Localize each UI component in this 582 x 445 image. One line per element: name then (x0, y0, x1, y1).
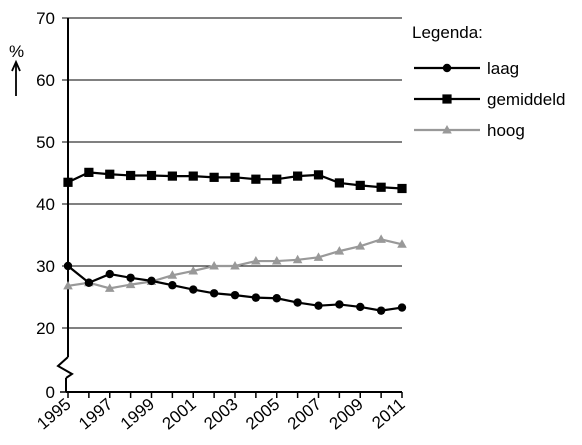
point-gemiddeld-2008 (334, 178, 344, 188)
point-hoog-2005 (271, 256, 282, 265)
point-hoog-2010 (376, 234, 386, 243)
point-laag-1999 (147, 276, 156, 286)
point-laag-2002 (209, 289, 219, 298)
x-tick-label-2009: 2009 (326, 395, 367, 434)
point-laag-2004 (251, 293, 261, 302)
point-gemiddeld-1995 (63, 177, 73, 187)
point-hoog-2007 (313, 252, 324, 261)
point-laag-2006 (293, 298, 302, 307)
point-laag-1998 (126, 273, 135, 282)
point-hoog-1998 (125, 279, 136, 289)
y-tick-label-20: 20 (36, 319, 55, 338)
point-hoog-2006 (292, 254, 303, 264)
legend-title: Legenda: (412, 23, 483, 42)
point-hoog-2001 (188, 265, 199, 275)
x-ticks (67, 392, 403, 398)
point-gemiddeld-2003 (230, 172, 240, 182)
point-hoog-2008 (334, 246, 345, 255)
point-laag-1997 (105, 269, 114, 279)
x-tick-label-2001: 2001 (159, 395, 200, 434)
y-tick-label-30: 30 (36, 257, 55, 276)
y-axis (56, 18, 74, 392)
x-tick-label-2011: 2011 (368, 395, 408, 433)
series-laag (63, 261, 407, 315)
point-laag-2010 (376, 306, 386, 315)
legend-item-hoog: hoog (414, 121, 525, 140)
x-tick-label-1995: 1995 (33, 395, 74, 434)
point-hoog-2002 (209, 261, 219, 270)
x-tick-labels: 1995 1997 1999 2001 2003 2005 2007 2009 2011 (33, 395, 408, 434)
point-laag-2011 (397, 303, 407, 312)
legend-item-laag: laag (414, 59, 519, 78)
y-axis-label: % (9, 42, 24, 61)
series-gemiddeld (63, 167, 407, 194)
point-gemiddeld-2004 (251, 174, 261, 184)
point-hoog-2000 (167, 270, 178, 279)
point-hoog-2011 (397, 239, 407, 248)
point-laag-2003 (230, 290, 240, 300)
point-laag-2005 (272, 294, 281, 303)
y-axis-arrow-head (11, 59, 21, 72)
x-tick-label-1997: 1997 (75, 395, 116, 434)
point-gemiddeld-1997 (105, 169, 115, 179)
point-gemiddeld-2002 (209, 172, 219, 182)
point-laag-2000 (168, 281, 177, 290)
point-gemiddeld-1996 (84, 167, 94, 177)
y-tick-label-60: 60 (36, 71, 55, 90)
x-tick-label-2003: 2003 (200, 395, 241, 434)
point-gemiddeld-2005 (272, 174, 282, 184)
point-laag-1996 (84, 278, 94, 287)
legend-items: laag gemiddeld hoog (414, 59, 565, 140)
point-gemiddeld-2000 (167, 171, 177, 181)
y-tick-label-50: 50 (36, 133, 55, 152)
point-laag-2007 (314, 301, 323, 310)
point-hoog-2009 (355, 241, 366, 250)
y-tick-label-0: 0 (46, 383, 55, 402)
legend-item-gemiddeld: gemiddeld (414, 90, 565, 109)
point-gemiddeld-2007 (313, 170, 324, 180)
point-laag-2008 (335, 300, 344, 309)
point-gemiddeld-1999 (146, 170, 157, 181)
y-tick-label-70: 70 (36, 9, 55, 28)
legend-marker-laag (442, 63, 452, 73)
y-label-group: % (9, 42, 24, 96)
x-tick-label-2005: 2005 (242, 395, 283, 434)
series-line-laag (67, 265, 403, 312)
series-hoog (63, 234, 407, 292)
legend-label-gemiddeld: gemiddeld (487, 90, 565, 109)
point-hoog-1997 (104, 283, 115, 292)
legend-label-hoog: hoog (487, 121, 525, 140)
point-gemiddeld-2006 (293, 171, 303, 181)
legend-marker-gemiddeld (442, 94, 452, 104)
point-gemiddeld-2009 (355, 180, 365, 190)
legend: Legenda: laag gemiddeld hoog (412, 23, 565, 140)
y-axis-break (56, 356, 74, 379)
legend-marker-hoog (442, 125, 452, 134)
point-gemiddeld-2001 (188, 171, 198, 181)
y-tick-label-40: 40 (36, 195, 55, 214)
y-tick-labels: 0 20 30 40 50 60 70 (36, 9, 55, 402)
point-hoog-2003 (230, 261, 240, 270)
point-hoog-2004 (251, 256, 261, 265)
point-gemiddeld-1998 (126, 170, 136, 181)
point-laag-1995 (63, 261, 73, 271)
x-tick-label-2007: 2007 (284, 395, 325, 434)
point-gemiddeld-2011 (397, 183, 407, 194)
point-hoog-1995 (63, 280, 73, 290)
x-tick-label-1999: 1999 (117, 395, 158, 434)
legend-label-laag: laag (487, 59, 519, 78)
gridlines (60, 17, 402, 393)
point-laag-2001 (189, 285, 198, 294)
point-gemiddeld-2010 (376, 182, 386, 192)
series-layer (63, 167, 407, 315)
point-laag-2009 (356, 302, 365, 312)
